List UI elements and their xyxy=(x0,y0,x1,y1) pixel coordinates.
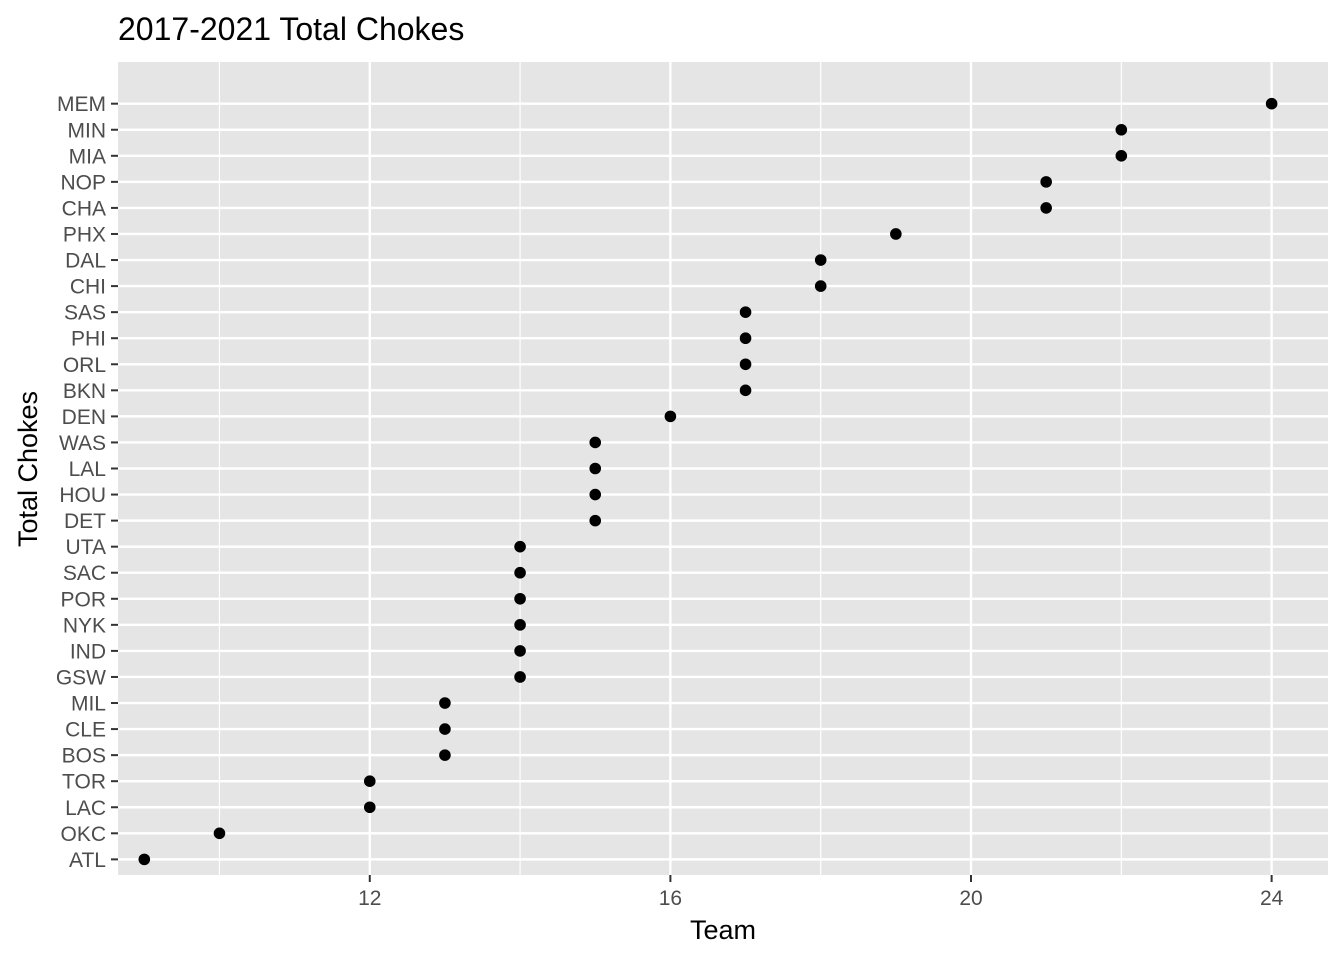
y-axis: ATL OKC LAC TOR BOS CLE MIL GSW IND NYK POR SAC UTA D… xyxy=(56,93,118,872)
data-point-mem xyxy=(1265,97,1278,110)
data-point-sac xyxy=(514,566,526,579)
data-point-mil xyxy=(439,697,451,709)
y-tick-label: MEM xyxy=(57,93,106,116)
chart-title: 2017-2021 Total Chokes xyxy=(118,11,464,47)
y-tick-label: UTA xyxy=(66,536,106,559)
data-point-orl xyxy=(739,358,752,371)
data-point-atl xyxy=(138,853,151,866)
y-tick-label: MIA xyxy=(69,145,106,168)
x-tick-label: 16 xyxy=(659,887,682,910)
x-tick-label: 12 xyxy=(358,887,381,910)
y-tick-label: DET xyxy=(64,510,106,533)
y-tick-label: SAS xyxy=(64,302,106,325)
y-tick-label: LAC xyxy=(65,797,106,820)
data-point-gsw xyxy=(514,671,526,683)
y-tick-label: ATL xyxy=(69,849,106,872)
y-tick-label: NYK xyxy=(63,614,106,637)
data-point-min xyxy=(1115,123,1128,136)
y-tick-label: OKC xyxy=(60,823,106,846)
data-point-lal xyxy=(589,462,602,475)
data-point-bos xyxy=(439,749,451,761)
x-axis: 12 16 20 24 xyxy=(358,875,1284,910)
y-tick-label: PHI xyxy=(71,328,106,351)
y-tick-label: CHI xyxy=(70,276,106,299)
data-point-ind xyxy=(514,645,526,657)
data-point-nop xyxy=(1040,176,1052,188)
data-point-hou xyxy=(589,488,602,501)
y-tick-label: LAL xyxy=(69,458,106,481)
y-tick-label: BOS xyxy=(62,745,106,768)
y-tick-label: DEN xyxy=(62,406,106,429)
data-point-uta xyxy=(514,540,526,553)
data-point-okc xyxy=(213,827,226,840)
data-point-den xyxy=(664,410,677,423)
data-point-nyk xyxy=(514,619,526,631)
data-point-phx xyxy=(890,228,902,240)
y-tick-label: MIN xyxy=(68,119,107,142)
data-point-cle xyxy=(439,723,451,735)
data-point-lac xyxy=(363,801,376,814)
data-point-phi xyxy=(739,332,752,345)
y-tick-label: NOP xyxy=(60,171,106,194)
data-point-det xyxy=(589,514,602,527)
y-axis-title: Total Chokes xyxy=(13,391,43,547)
data-point-sas xyxy=(739,306,752,318)
y-tick-label: WAS xyxy=(59,432,106,455)
y-tick-label: BKN xyxy=(63,380,106,403)
x-axis-title: Team xyxy=(690,915,756,945)
x-tick-label: 20 xyxy=(959,887,982,910)
points-layer xyxy=(138,97,1278,866)
data-point-cha xyxy=(1040,202,1052,214)
y-tick-label: DAL xyxy=(65,250,106,273)
y-tick-label: HOU xyxy=(59,484,106,507)
data-point-mia xyxy=(1115,150,1128,162)
data-point-chi xyxy=(814,280,827,292)
data-point-tor xyxy=(363,775,376,787)
y-tick-label: POR xyxy=(60,588,106,611)
y-tick-label: IND xyxy=(70,640,106,663)
y-tick-label: SAC xyxy=(63,562,106,585)
x-tick-label: 24 xyxy=(1260,887,1284,910)
y-tick-label: TOR xyxy=(62,771,106,794)
y-tick-label: CHA xyxy=(62,197,106,220)
data-point-por xyxy=(514,592,526,605)
y-tick-label: ORL xyxy=(63,354,106,377)
y-tick-label: MIL xyxy=(71,693,106,716)
y-tick-label: GSW xyxy=(56,666,106,689)
data-point-bkn xyxy=(739,384,752,397)
data-point-dal xyxy=(814,254,827,266)
y-tick-label: CLE xyxy=(65,719,106,742)
y-tick-label: PHX xyxy=(63,223,106,246)
data-point-was xyxy=(589,436,602,449)
